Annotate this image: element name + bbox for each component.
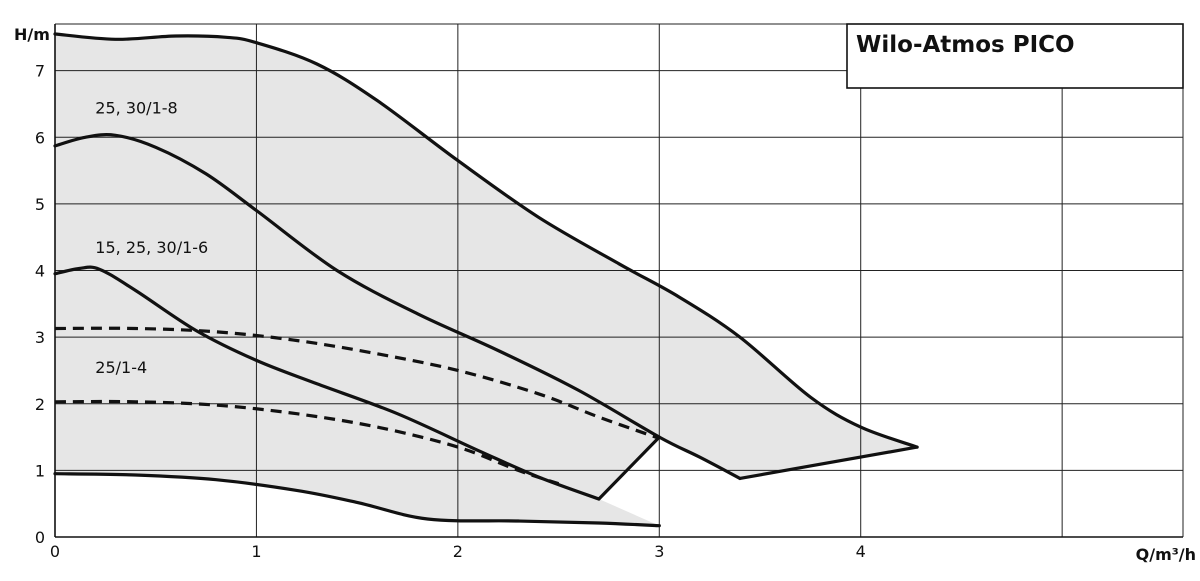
operating-region <box>55 34 918 526</box>
y-tick-label: 3 <box>35 328 45 347</box>
curve-label: 15, 25, 30/1-6 <box>95 238 208 257</box>
y-axis-label: H/m <box>14 25 50 44</box>
series-line-min <box>53 472 661 528</box>
y-tick-label: 0 <box>35 528 45 547</box>
y-tick-label: 4 <box>35 262 45 281</box>
y-tick-label: 5 <box>35 195 45 214</box>
y-tick-label: 7 <box>35 62 45 81</box>
series-line-25-30-1-8 <box>53 32 919 449</box>
title-background <box>846 23 1184 89</box>
series-line-dashed-lower <box>54 399 560 486</box>
x-tick-label: 2 <box>453 542 463 561</box>
tick-labels: 0 1 2 3 4 0 1 2 3 4 5 6 7 <box>35 62 866 561</box>
region-fill <box>55 34 918 526</box>
y-tick-label: 6 <box>35 128 45 147</box>
series <box>53 32 919 528</box>
series-line-15-25-30-1-6 <box>53 133 742 480</box>
series-line-dashed-upper <box>54 326 660 440</box>
y-tick-label: 2 <box>35 395 45 414</box>
x-axis-label: Q/m³/h <box>1136 545 1196 564</box>
chart-title: Wilo-Atmos PICO <box>856 32 1075 58</box>
series-line-connector-2 <box>738 445 919 480</box>
x-tick-label: 4 <box>856 542 866 561</box>
x-tick-label: 3 <box>654 542 664 561</box>
curve-label: 25, 30/1-8 <box>95 98 177 117</box>
x-tick-label: 1 <box>251 542 261 561</box>
series-line-connector-1 <box>597 435 661 501</box>
x-tick-label: 0 <box>50 542 60 561</box>
curve-labels: 25, 30/1-8 15, 25, 30/1-6 25/1-4 <box>95 98 208 377</box>
grid <box>54 23 1184 538</box>
y-tick-label: 1 <box>35 461 45 480</box>
series-line-25-1-4 <box>53 265 601 501</box>
curve-label: 25/1-4 <box>95 358 147 377</box>
title-box: Wilo-Atmos PICO <box>846 23 1184 89</box>
